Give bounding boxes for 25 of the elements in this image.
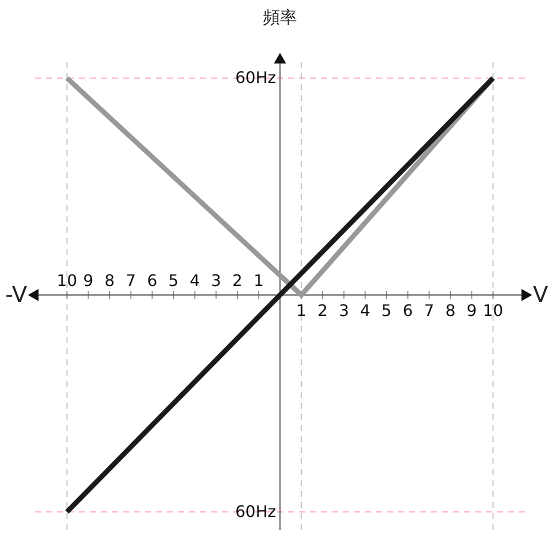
x2-tick-label: 8	[104, 271, 115, 290]
y-tick-label: 60Hz	[235, 502, 276, 521]
x2-tick-label: 9	[83, 271, 94, 290]
x2-tick-label: 3	[210, 271, 222, 290]
x2-tick-label: 7	[126, 271, 136, 290]
x-tick-label: 3	[338, 301, 350, 320]
x-axis-title: V	[533, 283, 548, 308]
x-tick-label: 2	[318, 301, 328, 320]
y-tick-label: 60Hz	[235, 68, 276, 88]
x2-tick-label: 4	[190, 271, 200, 290]
x-tick-label: 6	[402, 301, 413, 320]
x2-tick-label: 5	[168, 271, 179, 290]
x-tick-label: 8	[445, 301, 456, 320]
x-tick-label: 5	[381, 301, 392, 320]
x-tick-label: 9	[466, 301, 477, 320]
x2-tick-label: 10	[56, 271, 78, 290]
x-tick-label: 10	[482, 301, 504, 320]
x-tick-label: 1	[296, 301, 306, 320]
x2-tick-label: 6	[147, 271, 158, 290]
x-tick-label: 7	[424, 301, 434, 320]
x-tick-label: 4	[360, 301, 370, 320]
x2-tick-label: 1	[254, 271, 264, 290]
text: -V	[5, 283, 27, 308]
x2-tick-label: 2	[232, 271, 242, 290]
y-axis-title: 頻率	[263, 8, 297, 28]
